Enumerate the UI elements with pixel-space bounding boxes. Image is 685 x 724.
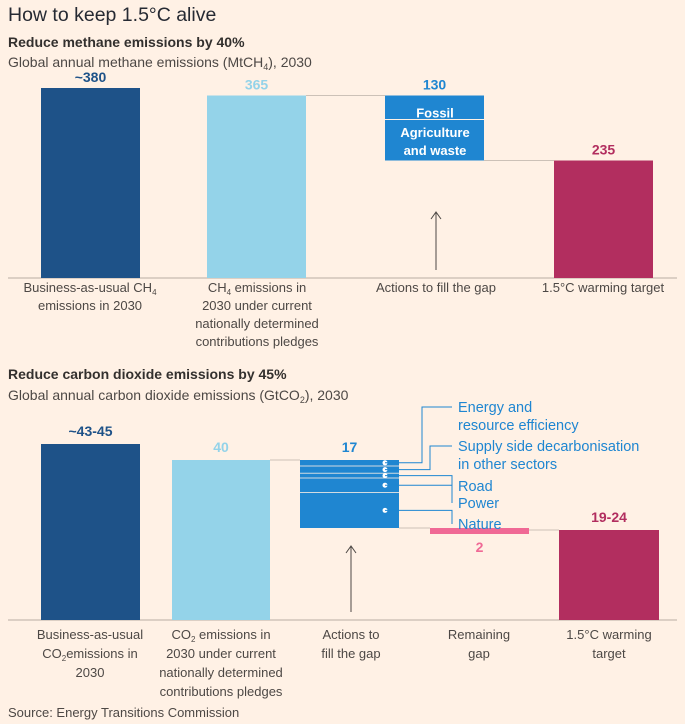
co2-segment-bar [300,478,399,492]
co2-category-label: fill the gap [321,646,380,661]
methane-desc-text-end: ), 2030 [268,54,312,70]
co2-legend-label: Nature [458,517,502,533]
methane-category-label: CH4 emissions in [208,280,306,297]
methane-arrow-head [430,211,442,220]
methane-desc-text: Global annual methane emissions (MtCH [8,54,264,70]
co2-legend-label: Power [458,496,499,512]
methane-segment-label: and waste [404,143,467,158]
co2-legend-label: Energy and [458,400,532,416]
co2-legend-line [385,484,453,503]
methane-category-label: Actions to fill the gap [376,280,496,295]
co2-legend-label: resource efficiency [458,418,579,434]
methane-category-label: nationally determined [195,316,319,331]
co2-segment-bar [300,473,399,478]
co2-description: Global annual carbon dioxide emissions (… [8,387,348,405]
co2-category-label: Remaining [448,627,510,642]
co2-legend-label: in other sectors [458,457,557,473]
co2-category-label: CO2 emissions in [171,627,270,644]
methane-bar-value-label: 130 [423,77,447,93]
co2-legend-label: Road [458,479,493,495]
methane-desc-subscript: 4 [263,62,269,72]
methane-description: Global annual methane emissions (MtCH4),… [8,54,312,72]
co2-category-label: 2030 under current [166,646,276,661]
co2-category-label: nationally determined [159,665,283,680]
co2-bar-value-label: ~43-45 [69,423,113,439]
co2-arrow-head [345,545,357,554]
co2-segment-bar [300,466,399,473]
co2-category-label: 1.5°C warming [566,627,651,642]
source-note: Source: Energy Transitions Commission [8,705,240,720]
co2-bar [41,444,140,620]
co2-category-label: Actions to [322,627,379,642]
co2-subtitle: Reduce carbon dioxide emissions by 45% [8,366,287,382]
co2-legend-line [385,406,452,464]
methane-segment-bar [385,95,484,119]
methane-category-label: contributions pledges [196,334,319,349]
co2-bar [559,530,659,620]
methane-bar-value-label: ~380 [75,69,107,85]
co2-bar-value-label: 40 [213,439,229,455]
co2-category-label: contributions pledges [160,684,283,699]
co2-desc-text-end: ), 2030 [304,387,349,403]
methane-bar-value-label: 365 [245,77,269,93]
methane-category-label: 1.5°C warming target [542,280,665,295]
co2-legend-line [385,475,453,486]
chart-title: How to keep 1.5°C alive [8,4,217,26]
co2-segment-bar [300,460,399,466]
co2-legend-line [385,445,452,471]
co2-category-label: CO2emissions in [42,646,137,663]
co2-desc-subscript: 2 [299,395,305,405]
methane-category-label: 2030 under current [202,298,312,313]
methane-bar [554,160,653,278]
methane-category-label: Business-as-usual CH4 [23,280,157,297]
co2-category-label: Business-as-usual [37,627,143,642]
methane-bar-value-label: 235 [592,142,616,158]
co2-bar-value-label: 2 [476,539,484,555]
co2-bar [430,528,529,534]
co2-legend-line [385,509,453,524]
co2-category-label: 2030 [76,665,105,680]
co2-legend-label: Supply side decarbonisation [458,439,639,455]
methane-segment-label: Agriculture [400,125,469,140]
co2-desc-text: Global annual carbon dioxide emissions (… [8,387,300,403]
methane-segment-label: Fossil [416,106,454,121]
co2-bar [172,460,270,620]
co2-bar-value-label: 19-24 [591,509,627,525]
methane-bar [41,88,140,278]
co2-category-label: target [592,646,626,661]
co2-bar-value-label: 17 [342,439,358,455]
methane-bar [207,95,306,278]
methane-subtitle: Reduce methane emissions by 40% [8,34,245,50]
co2-category-label: gap [468,646,490,661]
methane-segment-bar [385,120,484,161]
methane-category-label: emissions in 2030 [38,298,142,313]
